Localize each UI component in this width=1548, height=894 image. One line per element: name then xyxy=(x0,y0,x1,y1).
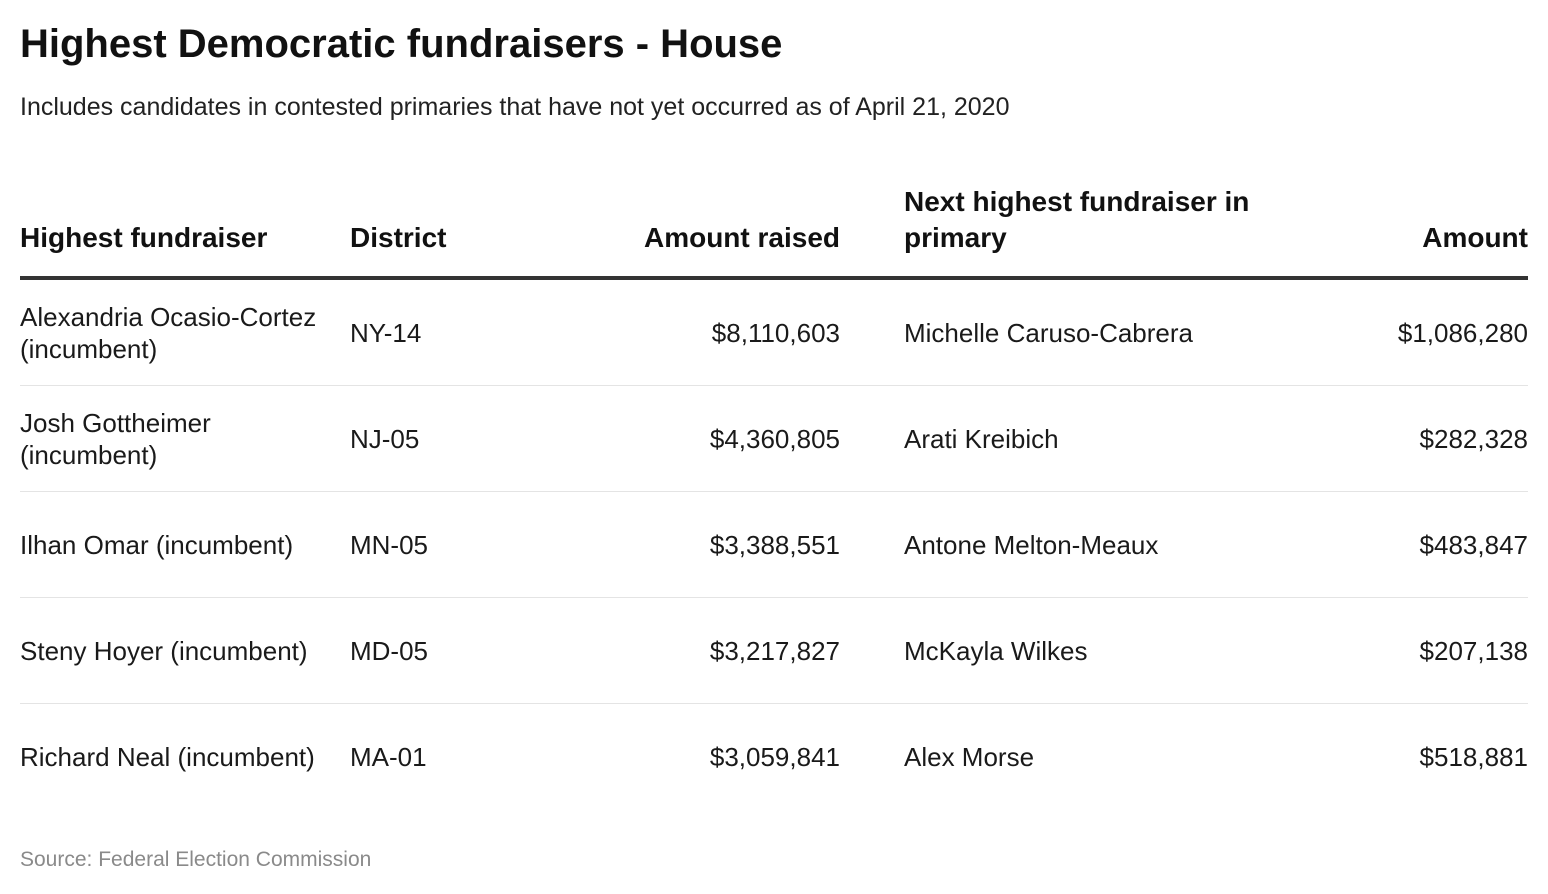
cell-amount-raised: $4,360,805 xyxy=(550,385,840,492)
cell-highest-fundraiser: Ilhan Omar (incumbent) xyxy=(20,491,350,598)
cell-next-fundraiser: Alex Morse xyxy=(904,741,1035,772)
chart-subtitle: Includes candidates in contested primari… xyxy=(20,93,1010,121)
source-note: Source: Federal Election Commission xyxy=(20,848,372,871)
cell-district: NJ-05 xyxy=(350,385,550,492)
fundraiser-name: Josh Gottheimer (incumbent) xyxy=(20,407,211,470)
cell-amount: $1,086,280 xyxy=(1304,278,1528,386)
cell-highest-fundraiser: Josh Gottheimer (incumbent) xyxy=(20,385,350,492)
cell-amount-raised: $8,110,603 xyxy=(550,278,840,386)
column-header-district: District xyxy=(350,176,550,280)
cell-amount: $483,847 xyxy=(1304,491,1528,598)
column-header-next-fundraiser: Next highest fundraiser in primary xyxy=(904,176,1304,280)
fundraiser-name: Alexandria Ocasio-Cortez (incumbent) xyxy=(20,301,317,364)
cell-district: MD-05 xyxy=(350,597,550,704)
fundraiser-name: Steny Hoyer (incumbent) xyxy=(20,635,308,666)
cell-amount: $207,138 xyxy=(1304,597,1528,704)
cell-next-fundraiser: Michelle Caruso-Cabrera xyxy=(904,278,1304,386)
cell-spacer xyxy=(840,704,904,810)
cell-highest-fundraiser: Alexandria Ocasio-Cortez (incumbent) xyxy=(20,278,350,386)
cell-amount-raised: $3,388,551 xyxy=(550,491,840,598)
cell-district: NY-14 xyxy=(350,278,550,386)
fundraiser-name: Ilhan Omar (incumbent) xyxy=(20,529,294,560)
cell-amount: $518,881 xyxy=(1419,741,1528,772)
table-row: Steny Hoyer (incumbent) MD-05 $3,217,827 Mc… xyxy=(20,597,1528,704)
cell-next-fundraiser: Antone Melton-Meaux xyxy=(904,491,1304,598)
cell-highest-fundraiser: Steny Hoyer (incumbent) xyxy=(20,597,350,704)
cell-next-fundraiser: Arati Kreibich xyxy=(904,385,1304,492)
chart-title: Highest Democratic fundraisers - House xyxy=(20,22,783,66)
table-header-row: Highest fundraiser District Amount raise… xyxy=(20,176,1528,280)
fundraiser-name: Richard Neal (incumbent) xyxy=(20,741,315,772)
cell-amount: $282,328 xyxy=(1304,385,1528,492)
cell-spacer xyxy=(840,385,904,492)
cell-next-fundraiser: McKayla Wilkes xyxy=(904,597,1304,704)
table-row: Richard Neal (incumbent) MA-01 $3,059,841 A… xyxy=(20,704,1528,810)
table-row: Alexandria Ocasio-Cortez (incumbent) NY-1… xyxy=(20,278,1528,386)
cell-highest-fundraiser: Richard Neal (incumbent) xyxy=(20,704,350,810)
cell-amount-raised: $3,059,841 xyxy=(709,741,840,772)
cell-district: MA-01 xyxy=(350,741,427,772)
table-row: Ilhan Omar (incumbent) MN-05 $3,388,551 Ant… xyxy=(20,491,1528,598)
column-header-highest-fundraiser: Highest fundraiser xyxy=(20,176,350,280)
cell-spacer xyxy=(840,278,904,386)
fundraisers-table: Highest fundraiser District Amount raise… xyxy=(20,176,1528,809)
cell-spacer xyxy=(840,597,904,704)
table-body: Alexandria Ocasio-Cortez (incumbent) NY-1… xyxy=(20,278,1528,809)
table-row: Josh Gottheimer (incumbent) NJ-05 $4,360,8… xyxy=(20,385,1528,492)
cell-amount-raised: $3,217,827 xyxy=(550,597,840,704)
cell-spacer xyxy=(840,491,904,598)
column-spacer xyxy=(840,176,904,280)
column-header-amount: Amount xyxy=(1304,176,1528,280)
column-header-amount-raised: Amount raised xyxy=(550,176,840,280)
cell-district: MN-05 xyxy=(350,491,550,598)
